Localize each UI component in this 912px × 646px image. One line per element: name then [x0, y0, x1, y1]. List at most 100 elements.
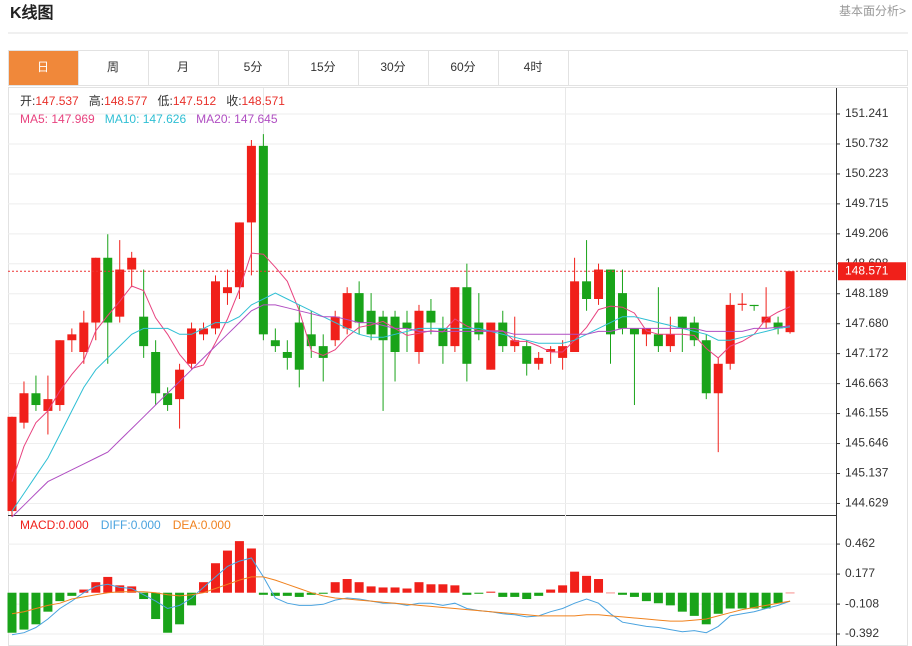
candle-body: [665, 334, 675, 347]
tab-label[interactable]: 15分: [310, 60, 335, 74]
macd-bar: [737, 592, 747, 609]
macd-bar: [665, 592, 675, 606]
candle-body: [546, 349, 556, 353]
y-tick-label: -0.108: [845, 596, 879, 610]
macd-bar: [270, 592, 280, 596]
last-price-label: 148.571: [845, 263, 889, 277]
macd-bar: [713, 592, 723, 614]
macd-bar: [187, 592, 197, 606]
candle-body: [175, 369, 185, 400]
macd-bar: [151, 592, 161, 620]
macd-bar: [785, 592, 795, 594]
candle-body: [378, 316, 388, 341]
legend-value: 147.626: [143, 112, 187, 126]
macd-bar: [474, 592, 484, 594]
macd-legend: MACD:0.000 DIFF:0.000 DEA:0.000: [20, 518, 231, 532]
candle-body: [641, 328, 651, 335]
macd-bar: [210, 563, 220, 593]
macd-bar: [103, 576, 113, 593]
candle-body: [43, 399, 53, 411]
macd-bar: [773, 592, 783, 604]
candle-body: [594, 269, 604, 299]
macd-bar: [222, 550, 232, 593]
macd-bar: [55, 592, 65, 602]
tab-label[interactable]: 30分: [380, 60, 405, 74]
tab-label[interactable]: 日: [37, 60, 49, 74]
macd-bar: [701, 592, 711, 625]
y-tick-label: 147.172: [845, 346, 889, 360]
candle-body: [737, 303, 747, 305]
candle-body: [330, 316, 340, 341]
candle-body: [139, 316, 149, 347]
info-value: 148.571: [242, 94, 286, 108]
info-name: 高:: [89, 93, 104, 108]
tab[interactable]: [78, 50, 149, 86]
macd-bar: [318, 592, 328, 594]
macd-bar: [486, 591, 496, 593]
candle-body: [510, 340, 520, 347]
tab[interactable]: [498, 50, 569, 86]
y-tick-label: 0.177: [845, 566, 875, 580]
candle-body: [222, 287, 232, 294]
legend-value: 0.000: [131, 518, 161, 532]
y-tick-label: 150.223: [845, 166, 889, 180]
fundamental-link[interactable]: 基本面分析>: [839, 4, 906, 18]
macd-bar: [629, 592, 639, 597]
info-name: 开:: [20, 94, 35, 108]
macd-bar: [246, 548, 256, 593]
macd-bar: [689, 592, 699, 616]
macd-bar: [414, 582, 424, 593]
y-tick-label: 0.462: [845, 536, 875, 550]
macd-bar: [749, 592, 759, 609]
candle-body: [426, 310, 436, 323]
info-name: 低:: [157, 94, 172, 108]
y-tick-label: 144.629: [845, 496, 889, 510]
macd-bar: [342, 579, 352, 593]
tab-label[interactable]: 周: [107, 60, 119, 74]
macd-bar: [546, 589, 556, 593]
candle-body: [653, 334, 663, 347]
macd-bar: [450, 585, 460, 593]
candle-body: [67, 334, 77, 341]
candle-body: [749, 304, 759, 307]
macd-bar: [510, 592, 520, 597]
macd-bar: [653, 592, 663, 604]
candle-body: [79, 322, 89, 353]
macd-bar: [306, 592, 316, 595]
legend-name: DIFF:: [101, 518, 131, 532]
macd-bar: [19, 592, 29, 630]
tab-label[interactable]: 5分: [244, 60, 263, 74]
tab[interactable]: [8, 50, 79, 86]
legend-value: 0.000: [59, 518, 89, 532]
tab-label[interactable]: 月: [177, 60, 189, 74]
macd-bar: [7, 592, 17, 633]
chart-frame: [8, 87, 908, 646]
line-series: [11, 252, 791, 482]
macd-bar: [725, 592, 735, 609]
candle-body: [294, 322, 304, 370]
macd-bar: [534, 592, 544, 596]
macd-bar: [617, 592, 627, 595]
candle-body: [151, 352, 161, 394]
y-tick-label: 145.646: [845, 436, 889, 450]
tab-label[interactable]: 60分: [450, 60, 475, 74]
candle-body: [210, 281, 220, 329]
candle-body: [438, 328, 448, 347]
candle-body: [115, 269, 125, 317]
legend-name: MA20:: [196, 112, 234, 126]
legend-name: MACD:: [20, 518, 59, 532]
tab[interactable]: [218, 50, 289, 86]
ma-legend: MA5: 147.969 MA10: 147.626 MA20: 147.645: [20, 112, 278, 126]
tab[interactable]: [358, 50, 429, 86]
candle-body: [402, 322, 412, 329]
candle-body: [701, 340, 711, 394]
macd-bar: [438, 584, 448, 593]
y-tick-label: 149.206: [845, 226, 889, 240]
candle-body: [306, 334, 316, 347]
macd-bar: [175, 592, 185, 625]
macd-bar: [330, 582, 340, 593]
tab-label[interactable]: 4时: [524, 60, 543, 74]
candle-body: [318, 346, 328, 358]
info-value: 148.577: [104, 94, 148, 108]
